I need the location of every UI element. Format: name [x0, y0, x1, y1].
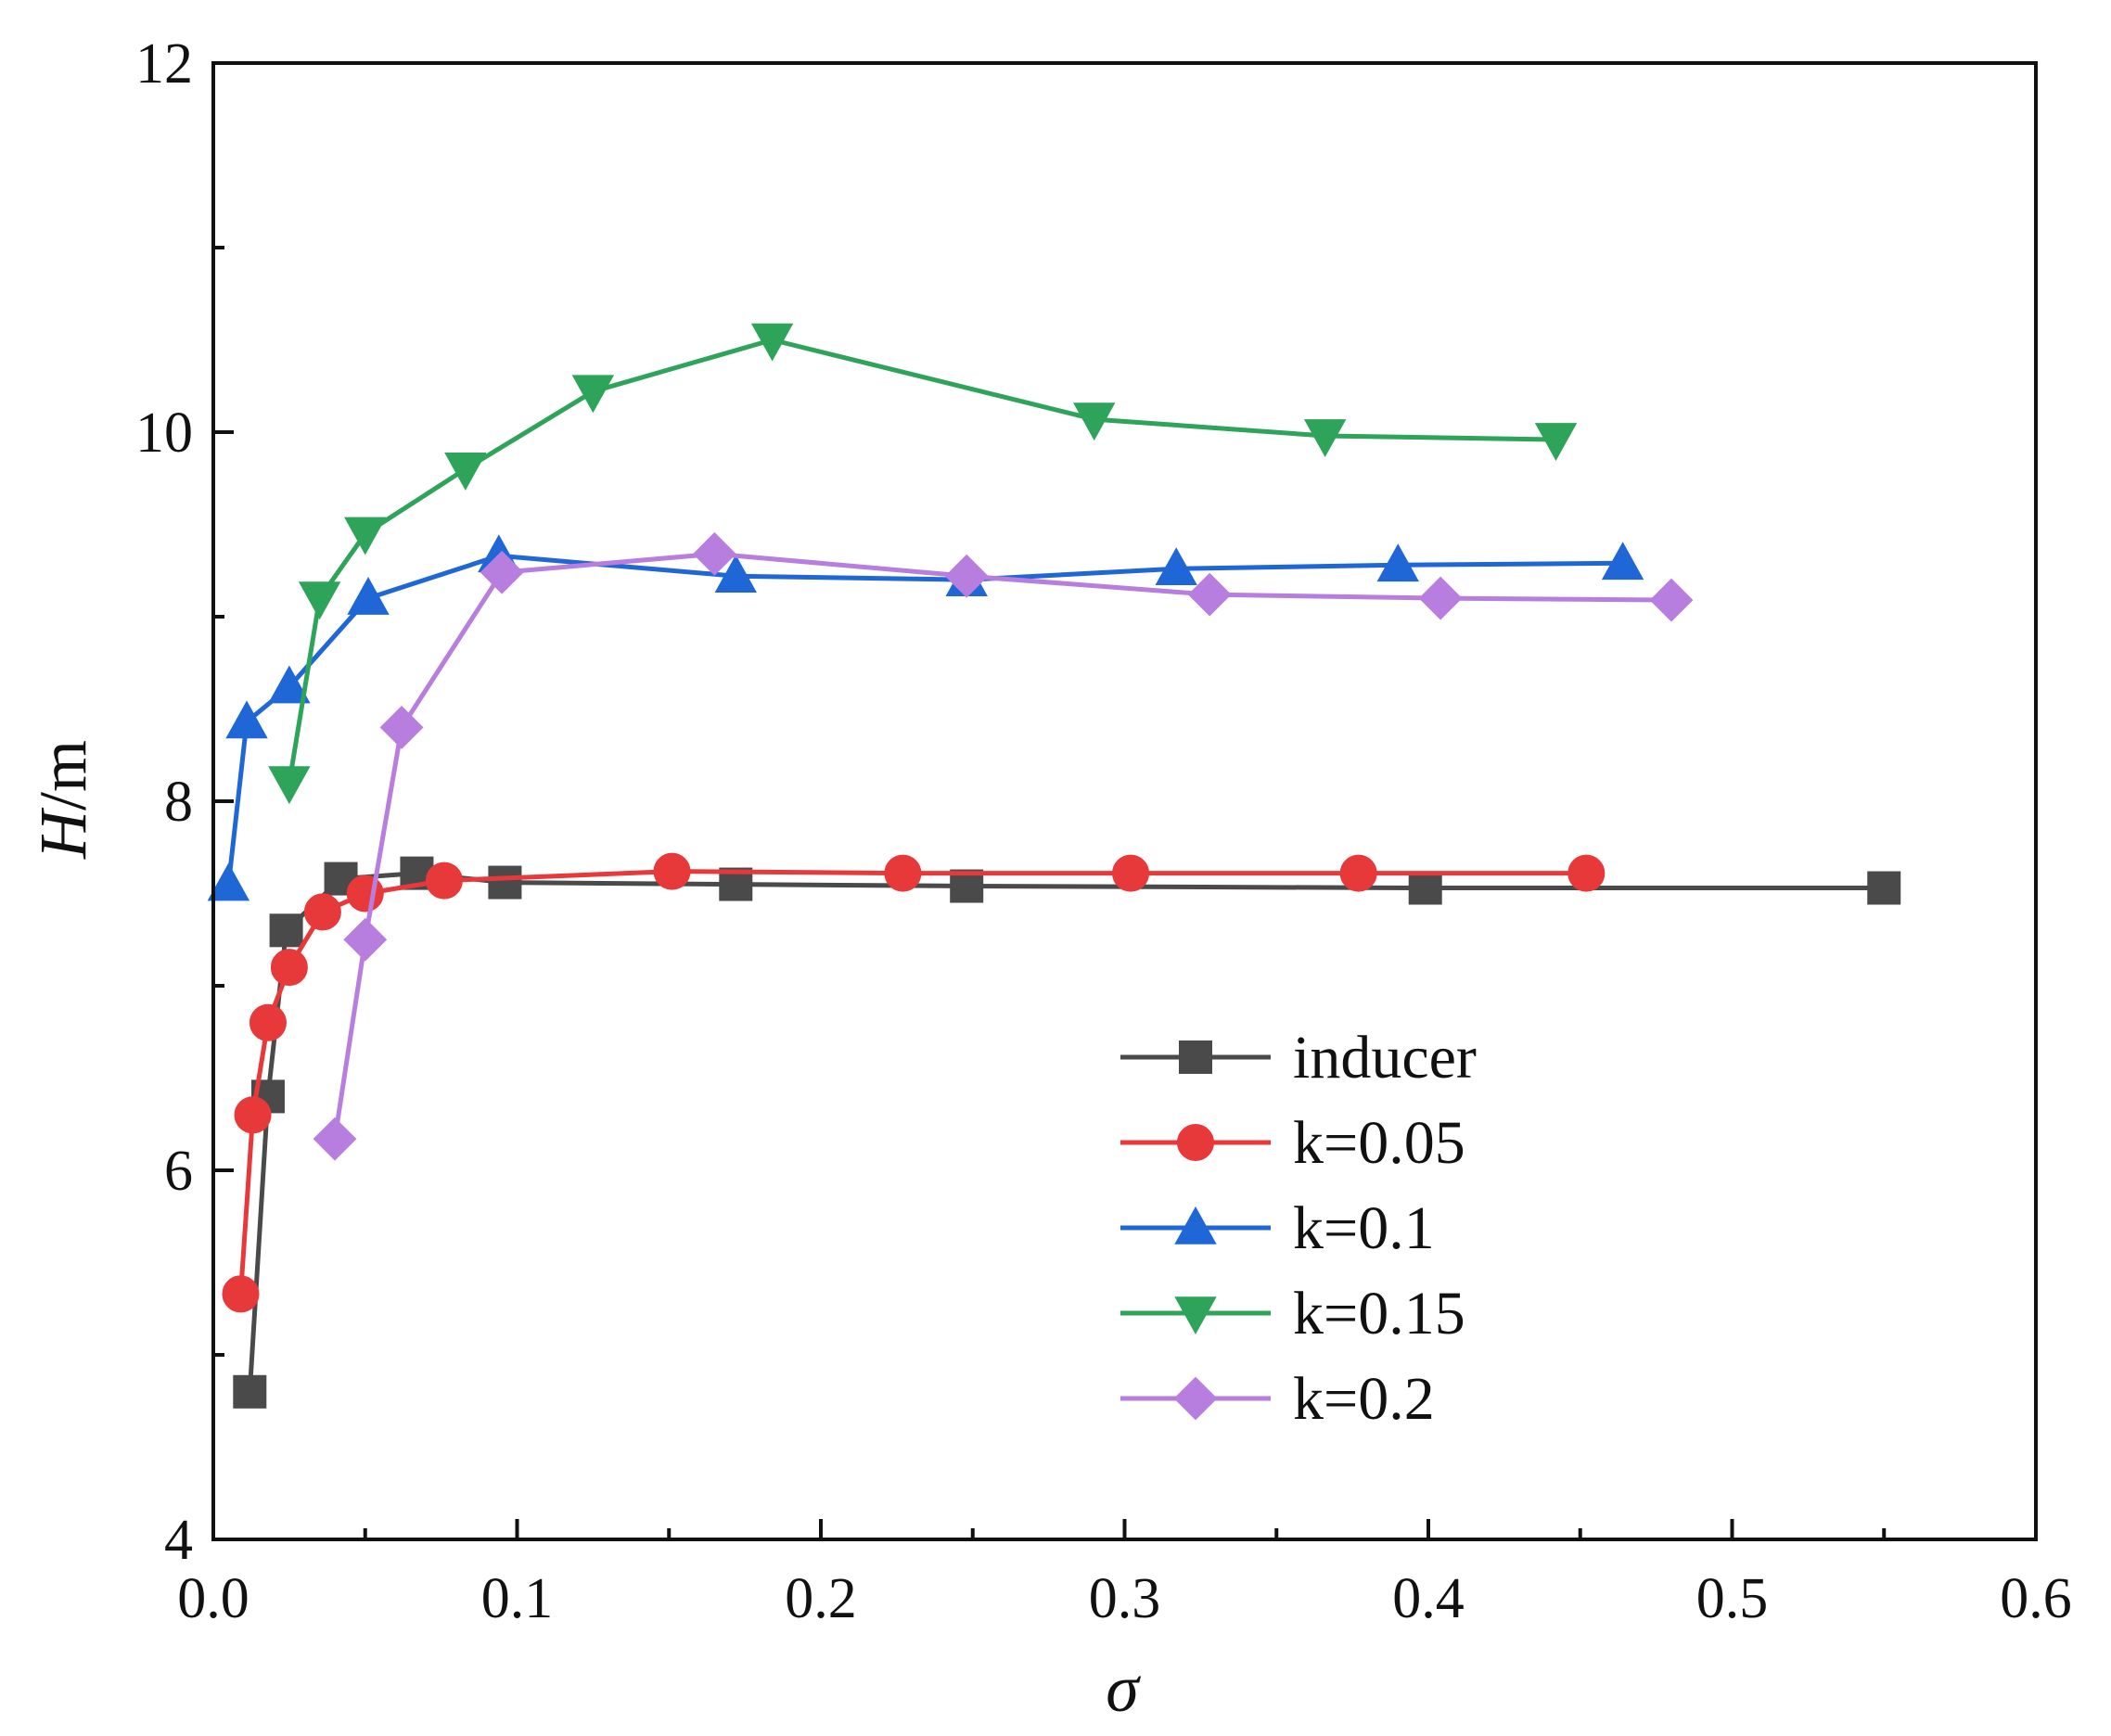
data-point-k-0-15: [1073, 402, 1116, 441]
data-point-k-0-2: [692, 531, 736, 576]
data-point-k-0-05: [234, 1096, 272, 1134]
data-point-k-0-1: [714, 555, 757, 594]
data-point-k-0-2: [313, 1117, 357, 1161]
data-point-k-0-05: [653, 852, 691, 890]
legend-marker: [1174, 1296, 1217, 1335]
legend-label: k=0.15: [1293, 1280, 1465, 1347]
y-tick-label: 6: [164, 1140, 193, 1203]
data-point-k-0-15: [1534, 423, 1578, 462]
data-point-k-0-2: [480, 550, 524, 594]
y-axis-title: H/m: [26, 740, 100, 860]
data-point-k-0-2: [343, 917, 388, 962]
series-k-0-1: [207, 534, 1644, 901]
legend-marker: [1173, 1376, 1218, 1421]
y-tick-label: 4: [164, 1509, 193, 1572]
legend-label: inducer: [1293, 1024, 1477, 1091]
data-point-k-0-15: [750, 323, 794, 362]
legend: inducer k=0.05 k=0.1 k=0.15 k=0.2: [1120, 1024, 1477, 1433]
x-tick-label: 0.4: [1392, 1567, 1465, 1630]
legend-item-k-0-15: k=0.15: [1120, 1280, 1465, 1347]
x-tick-label: 0.5: [1696, 1567, 1769, 1630]
data-point-k-0-1: [347, 577, 390, 615]
legend-label: k=0.1: [1293, 1194, 1435, 1262]
legend-marker: [1174, 1206, 1217, 1245]
legend-item-k-0-05: k=0.05: [1120, 1109, 1465, 1177]
data-point-inducer: [1408, 871, 1442, 905]
series-k-0-15: [268, 323, 1578, 805]
data-point-k-0-05: [1567, 854, 1606, 892]
series-line-k-0-1: [225, 553, 1623, 885]
data-point-k-0-2: [944, 554, 989, 598]
data-point-k-0-1: [225, 700, 268, 739]
plot-frame: [211, 61, 2038, 1541]
data-point-k-0-05: [222, 1275, 260, 1313]
series-k-0-05: [222, 852, 1606, 1313]
data-point-k-0-15: [571, 375, 615, 414]
data-point-k-0-1: [1376, 543, 1419, 582]
data-point-k-0-15: [1303, 419, 1347, 458]
x-axis-title: σ: [1106, 1652, 1141, 1726]
legend-item-k-0-1: k=0.1: [1120, 1194, 1435, 1262]
data-point-k-0-15: [444, 453, 487, 491]
data-point-k-0-05: [1339, 854, 1377, 892]
legend-label: k=0.2: [1293, 1365, 1435, 1433]
series-k-0-2: [313, 531, 1694, 1161]
legend-item-k-0-2: k=0.2: [1120, 1365, 1435, 1433]
data-point-inducer: [488, 865, 522, 900]
data-point-k-0-2: [1418, 576, 1463, 620]
legend-item-inducer: inducer: [1120, 1024, 1477, 1091]
data-point-k-0-1: [268, 665, 311, 704]
data-point-k-0-15: [344, 517, 387, 555]
data-point-k-0-1: [1155, 547, 1197, 586]
legend-marker: [1179, 1040, 1212, 1074]
data-point-k-0-05: [270, 949, 308, 987]
data-point-k-0-05: [249, 1003, 287, 1041]
data-point-inducer: [269, 913, 303, 948]
data-point-k-0-05: [1112, 854, 1150, 892]
data-point-k-0-1: [1601, 542, 1644, 581]
x-tick-label: 0.1: [481, 1567, 554, 1630]
y-tick-label: 8: [164, 771, 193, 834]
series-layer: [207, 323, 1901, 1409]
data-point-k-0-05: [884, 854, 922, 892]
data-point-k-0-15: [298, 581, 341, 620]
x-tick-label: 0.3: [1089, 1567, 1161, 1630]
y-tick-label: 10: [135, 402, 193, 465]
data-point-k-0-2: [1649, 578, 1694, 622]
data-point-k-0-05: [303, 893, 341, 931]
x-tick-label: 0.0: [177, 1567, 249, 1630]
legend-label: k=0.05: [1293, 1109, 1465, 1177]
data-point-k-0-2: [1187, 572, 1232, 617]
legend-marker: [1177, 1124, 1214, 1161]
data-point-k-0-1: [207, 862, 250, 901]
tick-labels: 0.0 0.1 0.2 0.3 0.4 0.5 0.6 4 6 8 10 12: [135, 32, 2072, 1630]
data-point-inducer: [1867, 871, 1901, 905]
data-point-inducer: [950, 869, 984, 903]
data-point-k-0-2: [379, 705, 424, 749]
y-axis-title-unit: /m: [26, 740, 100, 811]
y-tick-label: 12: [135, 32, 193, 96]
data-point-k-0-05: [425, 862, 463, 900]
data-point-k-0-15: [268, 766, 311, 805]
data-point-inducer: [233, 1374, 267, 1409]
x-tick-label: 0.2: [785, 1567, 857, 1630]
y-axis-title-symbol: H: [26, 807, 100, 860]
x-tick-label: 0.6: [2000, 1567, 2072, 1630]
